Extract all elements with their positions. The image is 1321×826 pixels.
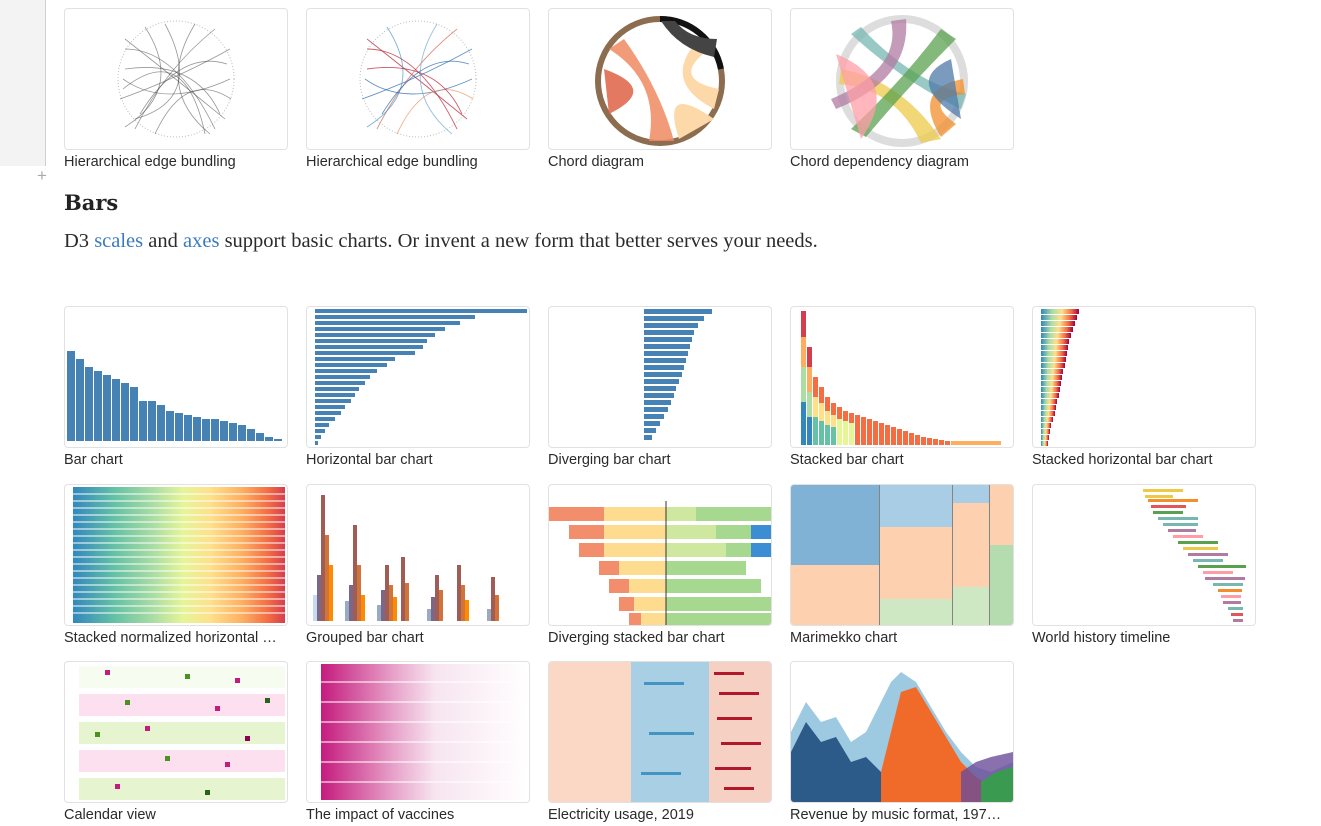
card-caption[interactable]: Revenue by music format, 197… bbox=[790, 807, 1002, 823]
description-prefix: D3 bbox=[64, 230, 95, 252]
calendar-view-graphic bbox=[79, 666, 285, 800]
add-cell-icon[interactable]: + bbox=[37, 166, 47, 185]
card-marimekko-chart[interactable]: Marimekko chart bbox=[790, 484, 1014, 646]
card-caption[interactable]: Hierarchical edge bundling bbox=[306, 154, 478, 170]
thumbnail[interactable] bbox=[548, 8, 772, 150]
card-horizontal-bar-chart[interactable]: Horizontal bar chart bbox=[306, 306, 530, 468]
thumbnail[interactable] bbox=[1032, 306, 1256, 448]
card-caption[interactable]: Horizontal bar chart bbox=[306, 452, 433, 468]
card-stacked-horizontal-bar-chart[interactable]: Stacked horizontal bar chart bbox=[1032, 306, 1256, 468]
card-diverging-bar-chart[interactable]: Diverging bar chart bbox=[548, 306, 772, 468]
thumbnail[interactable] bbox=[548, 484, 772, 626]
thumbnail[interactable] bbox=[64, 484, 288, 626]
diverging-bar-chart-graphic bbox=[644, 309, 712, 440]
section-title: Bars bbox=[64, 190, 119, 215]
card-caption[interactable]: Hierarchical edge bundling bbox=[64, 154, 236, 170]
card-caption[interactable]: Bar chart bbox=[64, 452, 123, 468]
description-suffix: support basic charts. Or invent a new fo… bbox=[219, 230, 818, 252]
revenue-music-format-graphic bbox=[791, 672, 1013, 802]
thumbnail[interactable] bbox=[790, 661, 1014, 803]
card-diverging-stacked-bar-chart[interactable]: Diverging stacked bar chart bbox=[548, 484, 772, 646]
edge-bundling-colored-graphic bbox=[359, 20, 477, 138]
card-caption[interactable]: The impact of vaccines bbox=[306, 807, 455, 823]
bar-chart-graphic bbox=[67, 351, 282, 441]
chord-dependency-graphic bbox=[831, 15, 968, 147]
card-caption[interactable]: Calendar view bbox=[64, 807, 156, 823]
card-caption[interactable]: Chord dependency diagram bbox=[790, 154, 969, 170]
editor-gutter bbox=[0, 0, 45, 166]
scales-link[interactable]: scales bbox=[94, 230, 144, 252]
diverging-stacked-graphic bbox=[549, 501, 771, 625]
world-history-timeline-graphic bbox=[1143, 489, 1246, 622]
card-chord-diagram[interactable]: Chord diagram bbox=[548, 8, 772, 170]
thumbnail[interactable] bbox=[306, 661, 530, 803]
card-caption[interactable]: Diverging bar chart bbox=[548, 452, 671, 468]
gutter-divider bbox=[45, 0, 46, 166]
thumbnail[interactable] bbox=[548, 661, 772, 803]
marimekko-graphic bbox=[791, 485, 1013, 625]
card-electricity-usage[interactable]: Electricity usage, 2019 bbox=[548, 661, 772, 823]
thumbnail[interactable] bbox=[790, 306, 1014, 448]
thumbnail[interactable] bbox=[790, 8, 1014, 150]
impact-of-vaccines-graphic bbox=[321, 664, 527, 800]
thumbnail[interactable] bbox=[1032, 484, 1256, 626]
card-caption[interactable]: World history timeline bbox=[1032, 630, 1171, 646]
card-caption[interactable]: Electricity usage, 2019 bbox=[548, 807, 694, 823]
axes-link[interactable]: axes bbox=[183, 230, 220, 252]
card-impact-of-vaccines[interactable]: The impact of vaccines bbox=[306, 661, 530, 823]
thumbnail[interactable] bbox=[548, 306, 772, 448]
thumbnail[interactable] bbox=[64, 8, 288, 150]
thumbnail[interactable] bbox=[306, 8, 530, 150]
card-caption[interactable]: Stacked normalized horizontal … bbox=[64, 630, 277, 646]
edge-bundling-gray-graphic bbox=[117, 20, 235, 138]
horizontal-bar-chart-graphic bbox=[315, 309, 527, 445]
card-caption[interactable]: Stacked horizontal bar chart bbox=[1032, 452, 1213, 468]
electricity-usage-graphic bbox=[549, 662, 771, 802]
card-world-history-timeline[interactable]: World history timeline bbox=[1032, 484, 1256, 646]
card-hierarchical-edge-bundling[interactable]: Hierarchical edge bundling bbox=[64, 8, 288, 170]
thumbnail[interactable] bbox=[64, 306, 288, 448]
card-stacked-bar-chart[interactable]: Stacked bar chart bbox=[790, 306, 1014, 468]
card-bar-chart[interactable]: Bar chart bbox=[64, 306, 288, 468]
stacked-horizontal-bar-chart-graphic bbox=[1041, 309, 1079, 446]
card-stacked-normalized-horizontal[interactable]: Stacked normalized horizontal … bbox=[64, 484, 288, 646]
section-description: D3 scales and axes support basic charts.… bbox=[64, 226, 834, 257]
chord-diagram-graphic bbox=[595, 15, 725, 146]
thumbnail[interactable] bbox=[306, 484, 530, 626]
card-revenue-by-music-format[interactable]: Revenue by music format, 197… bbox=[790, 661, 1014, 823]
card-caption[interactable]: Diverging stacked bar chart bbox=[548, 630, 725, 646]
stacked-bar-chart-graphic bbox=[801, 311, 1001, 445]
grouped-bar-chart-graphic bbox=[313, 495, 499, 621]
stacked-normalized-graphic bbox=[73, 487, 285, 623]
card-chord-dependency-diagram[interactable]: Chord dependency diagram bbox=[790, 8, 1014, 170]
card-caption[interactable]: Chord diagram bbox=[548, 154, 644, 170]
card-caption[interactable]: Marimekko chart bbox=[790, 630, 898, 646]
description-mid: and bbox=[143, 230, 183, 252]
card-hierarchical-edge-bundling-colored[interactable]: Hierarchical edge bundling bbox=[306, 8, 530, 170]
thumbnail[interactable] bbox=[790, 484, 1014, 626]
card-grouped-bar-chart[interactable]: Grouped bar chart bbox=[306, 484, 530, 646]
card-calendar-view[interactable]: Calendar view bbox=[64, 661, 288, 823]
card-caption[interactable]: Grouped bar chart bbox=[306, 630, 424, 646]
thumbnail[interactable] bbox=[64, 661, 288, 803]
thumbnail[interactable] bbox=[306, 306, 530, 448]
card-caption[interactable]: Stacked bar chart bbox=[790, 452, 904, 468]
